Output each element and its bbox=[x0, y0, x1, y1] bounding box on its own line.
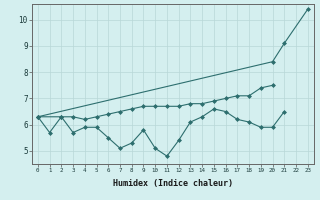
X-axis label: Humidex (Indice chaleur): Humidex (Indice chaleur) bbox=[113, 179, 233, 188]
